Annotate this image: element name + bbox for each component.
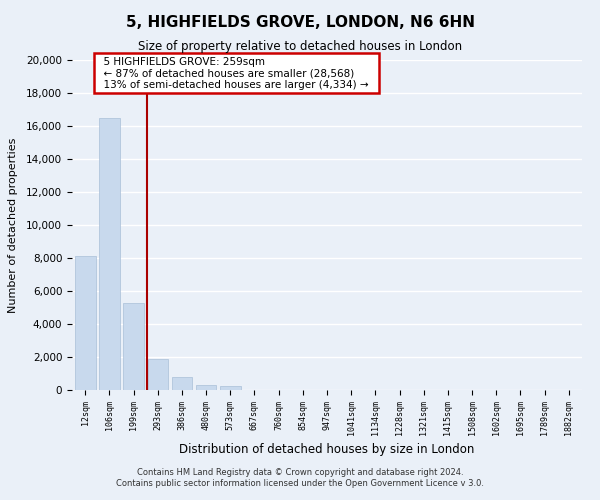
Bar: [99, 118, 120, 390]
Bar: [148, 360, 168, 390]
Text: Size of property relative to detached houses in London: Size of property relative to detached ho…: [138, 40, 462, 53]
Text: 5, HIGHFIELDS GROVE, LONDON, N6 6HN: 5, HIGHFIELDS GROVE, LONDON, N6 6HN: [125, 15, 475, 30]
Bar: [124, 302, 144, 390]
Y-axis label: Number of detached properties: Number of detached properties: [8, 138, 18, 312]
Bar: [220, 386, 241, 390]
Text: Contains HM Land Registry data © Crown copyright and database right 2024.
Contai: Contains HM Land Registry data © Crown c…: [116, 468, 484, 487]
Bar: [196, 386, 217, 390]
X-axis label: Distribution of detached houses by size in London: Distribution of detached houses by size …: [179, 443, 475, 456]
Bar: [172, 377, 192, 390]
Bar: [75, 256, 95, 390]
Text: 5 HIGHFIELDS GROVE: 259sqm  
  ← 87% of detached houses are smaller (28,568)  
 : 5 HIGHFIELDS GROVE: 259sqm ← 87% of deta…: [97, 56, 376, 90]
